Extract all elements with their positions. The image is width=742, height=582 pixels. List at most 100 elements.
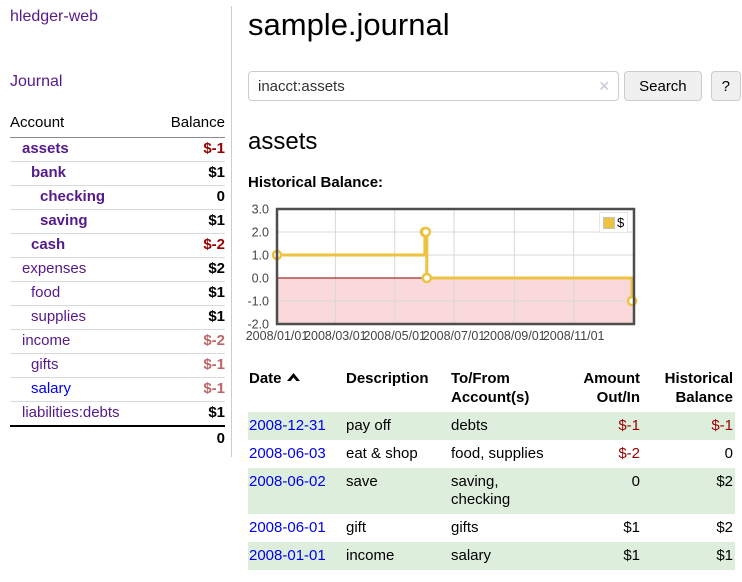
search-form: ✕ Search ? xyxy=(248,71,741,101)
caret-up-icon xyxy=(286,373,300,381)
account-row: supplies $1 xyxy=(10,305,225,330)
sidebar-account-link[interactable]: food xyxy=(31,284,61,301)
chart-title: Historical Balance: xyxy=(248,174,384,191)
sidebar-account-link[interactable]: expenses xyxy=(22,260,87,277)
register-date-link[interactable]: 2008-06-02 xyxy=(249,473,326,490)
account-row: bank $1 xyxy=(10,161,225,186)
register-header-accounts: To/From Account(s) xyxy=(451,370,530,406)
sidebar: hledger-web Journal Account Balance asse… xyxy=(10,6,232,457)
accounts-header-account: Account xyxy=(10,112,154,138)
register-description: save xyxy=(345,468,450,514)
account-balance: $1 xyxy=(208,404,225,421)
account-row: checking 0 xyxy=(10,185,225,210)
account-balance: $-1 xyxy=(153,137,225,162)
search-button[interactable]: Search xyxy=(624,71,702,101)
accounts-table: Account Balance assets $-1 bank $1 checking 0… xyxy=(10,112,225,451)
register-date-link[interactable]: 2008-06-01 xyxy=(249,519,326,536)
sidebar-account-link[interactable]: liabilities:debts xyxy=(22,404,120,421)
svg-text:2008/07/01: 2008/07/01 xyxy=(423,329,486,343)
register-balance: $2 xyxy=(716,519,733,536)
nav-journal-link[interactable]: Journal xyxy=(10,73,63,90)
register-row: 2008-06-01 gift gifts $1 $2 xyxy=(248,514,735,542)
account-balance: $-1 xyxy=(153,353,225,378)
svg-text:0.0: 0.0 xyxy=(252,272,269,286)
register-date-link[interactable]: 2008-12-31 xyxy=(249,417,326,434)
clear-search-icon[interactable]: ✕ xyxy=(598,78,611,94)
register-balance: 0 xyxy=(724,445,733,462)
sidebar-account-link[interactable]: gifts xyxy=(31,356,59,373)
register-row: 2008-06-02 save saving, checking 0 $2 xyxy=(248,468,735,514)
account-balance: $-2 xyxy=(153,233,225,258)
register-amount: 0 xyxy=(552,468,642,514)
register-row: 2008-12-31 pay off debts $-1 $-1 xyxy=(248,412,735,440)
svg-text:2008/09/01: 2008/09/01 xyxy=(483,329,546,343)
register-row: 2008-06-03 eat & shop food, supplies $-2 0 xyxy=(248,440,735,468)
help-button[interactable]: ? xyxy=(710,71,741,101)
register-balance: $1 xyxy=(642,542,735,570)
register-accounts: salary xyxy=(450,542,552,570)
sidebar-account-link[interactable]: cash xyxy=(31,236,66,253)
register-description: eat & shop xyxy=(346,445,418,462)
account-balance: $1 xyxy=(153,209,225,234)
svg-text:2008/03/01: 2008/03/01 xyxy=(304,329,367,343)
svg-text:-2.0: -2.0 xyxy=(247,318,269,332)
sidebar-account-link[interactable]: income xyxy=(22,332,71,349)
historical-balance-chart: 3.0 2.0 1.0 0.0 -1.0 -2.0 2008/01/01 2008/03/01… xyxy=(246,203,718,343)
register-amount: $1 xyxy=(623,519,640,536)
account-row: cash $-2 xyxy=(10,233,225,258)
register-row: 2008-01-01 income salary $1 $1 xyxy=(248,542,735,570)
svg-text:1.0: 1.0 xyxy=(252,249,269,263)
sidebar-account-link[interactable]: salary xyxy=(31,380,72,397)
brand: hledger-web xyxy=(10,8,231,26)
svg-text:2008/11/01: 2008/11/01 xyxy=(543,329,605,343)
accounts-table-body: assets $-1 bank $1 checking 0 saving $1 cash $-2 e… xyxy=(10,137,225,427)
account-balance: $1 xyxy=(153,161,225,186)
register-header-row: Date Description To/From Account(s) Amou… xyxy=(248,367,735,412)
sidebar-account-link[interactable]: checking xyxy=(40,188,106,205)
register-header-date[interactable]: Date xyxy=(248,367,345,412)
account-row: salary $-1 xyxy=(10,377,225,402)
register-description: gift xyxy=(346,519,367,536)
main-content: sample.journal ✕ Search ? assets Histori… xyxy=(232,6,741,570)
legend-label: $ xyxy=(617,215,625,230)
sidebar-account-link[interactable]: saving xyxy=(40,212,88,229)
account-row: food $1 xyxy=(10,281,225,306)
account-balance: $1 xyxy=(153,305,225,330)
account-balance: $-2 xyxy=(153,329,225,354)
register-balance: $2 xyxy=(642,468,735,514)
sidebar-account-link[interactable]: bank xyxy=(31,164,67,181)
register-header-description: Description xyxy=(346,370,429,387)
series-swatch-icon xyxy=(603,216,615,229)
account-row: gifts $-1 xyxy=(10,353,225,378)
search-input[interactable] xyxy=(248,71,620,101)
svg-text:3.0: 3.0 xyxy=(252,203,269,217)
svg-text:2008/05/01: 2008/05/01 xyxy=(363,329,426,343)
account-row: saving $1 xyxy=(10,209,225,234)
account-row: liabilities:debts $1 xyxy=(10,402,225,427)
sidebar-account-link[interactable]: assets xyxy=(22,140,69,157)
register-description: income xyxy=(345,542,450,570)
sidebar-account-link[interactable]: supplies xyxy=(31,308,87,325)
app-window: hledger-web Journal Account Balance asse… xyxy=(10,6,741,570)
register-date-link[interactable]: 2008-01-01 xyxy=(249,547,326,564)
register-table-body: 2008-12-31 pay off debts $-1 $-1 2008-06-03 ea… xyxy=(248,412,735,570)
register-amount: $-2 xyxy=(618,445,640,462)
register-accounts: gifts xyxy=(451,519,479,536)
accounts-total-value: 0 xyxy=(153,425,225,451)
account-row: expenses $2 xyxy=(10,257,225,282)
brand-link[interactable]: hledger-web xyxy=(10,8,99,25)
register-accounts: saving, checking xyxy=(450,468,552,514)
account-heading: assets xyxy=(248,128,318,155)
register-balance: $-1 xyxy=(642,412,735,440)
register-accounts: food, supplies xyxy=(451,445,544,462)
search-box: ✕ xyxy=(248,71,620,101)
register-table: Date Description To/From Account(s) Amou… xyxy=(248,367,735,570)
chart-canvas: 3.0 2.0 1.0 0.0 -1.0 -2.02008/01/012008/03/01… xyxy=(246,203,638,343)
register-date-link[interactable]: 2008-06-03 xyxy=(249,445,326,462)
chart-legend: $ xyxy=(599,212,629,233)
svg-text:-1.0: -1.0 xyxy=(247,295,269,309)
accounts-header-balance: Balance xyxy=(153,112,225,138)
register-accounts: debts xyxy=(450,412,552,440)
svg-text:2008/01/01: 2008/01/01 xyxy=(246,329,309,343)
sidebar-nav: Journal xyxy=(10,73,231,91)
